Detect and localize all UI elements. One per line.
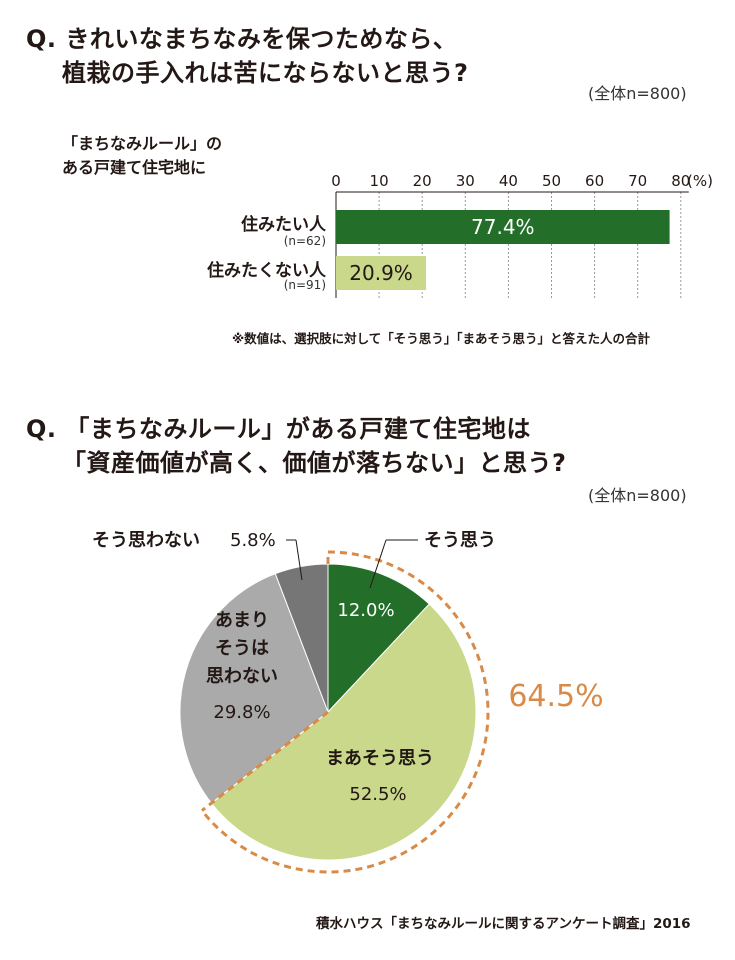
bar-axis-unit: (%) [687,172,713,190]
bar-tick-label: 10 [370,172,389,190]
q2-title: Q. 「まちなみルール」がある戸建て住宅地は 「資産価値が高く、価値が落ちない」… [26,412,566,480]
pie-slice-label-2-line2: 思わない [206,666,278,687]
bar-chart: 0 10 20 30 40 50 60 70 80(%) 77.4% 20.9% [331,172,713,298]
bar-tick-label: 40 [499,172,518,190]
q2-sample-size: (全体n=800) [588,486,687,505]
q1-context: 「まちなみルール」の ある戸建て住宅地に [62,132,222,180]
bar-value-label-1: 20.9% [349,261,413,285]
bar-category-n-0: (n=62) [283,234,326,248]
q1-title-line2: 植栽の手入れは苦にならないと思う? [62,59,469,87]
bar-tick-label: 30 [456,172,475,190]
pie-slice-3 [274,563,329,713]
bar-value-label-0: 77.4% [471,215,535,239]
bar-tick-label: 20 [413,172,432,190]
pie-combined-label: 64.5% [508,679,603,714]
pie-value-label-2: 29.8% [213,702,270,723]
pie-leader-0 [369,539,387,589]
bar-tick-label: 50 [542,172,561,190]
q1-context-line1: 「まちなみルール」の [62,134,223,153]
q1-note: ※数値は、選択肢に対して「そう思う」「まあそう思う」と答えた人の合計 [232,331,651,346]
pie-slice-2 [179,573,329,804]
bar-tick-label: 70 [628,172,647,190]
pie-value-label-3: 5.8% [230,530,276,551]
bar-category-label-1: 住みたくない人 [207,261,326,281]
pie-slice-label-2-line0: あまり [215,610,269,631]
pie-combined-outline [200,550,490,874]
source-citation: 積水ハウス「まちなみルールに関するアンケート調査」2016 [316,916,691,932]
bar-1 [336,256,427,290]
q1-title: Q. きれいなまちなみを保つためなら、 植栽の手入れは苦にならないと思う? [26,22,468,90]
q2-title-line2: 「資産価値が高く、価値が落ちない」と思う? [62,449,567,477]
pie-slice-label-1: まあそう思う [326,748,434,769]
pie-slice-label-2-line1: そうは [215,638,269,659]
q1-context-line2: ある戸建て住宅地に [62,158,207,177]
q1-title-line1: Q. きれいなまちなみを保つためなら、 [26,25,458,53]
q2-title-line1: Q. 「まちなみルール」がある戸建て住宅地は [26,415,531,443]
pie-slice-label-0: そう思う [424,530,496,551]
bar-0 [336,210,670,244]
pie-slice-1 [210,603,477,861]
pie-value-label-1: 52.5% [349,784,406,805]
bar-tick-label: 0 [331,172,341,190]
pie-slice-label-3: そう思わない [92,530,200,551]
q1-sample-size: (全体n=800) [588,84,687,103]
bar-tick-label: 60 [585,172,604,190]
pie-slice-0 [327,563,430,714]
pie-value-label-0: 12.0% [337,600,394,621]
bar-category-label-0: 住みたい人 [241,215,326,235]
pie-combined-divider [201,710,329,812]
bar-tick-label: 80 [671,172,690,190]
bar-category-n-1: (n=91) [283,278,326,292]
pie-leader-3b [295,539,303,581]
